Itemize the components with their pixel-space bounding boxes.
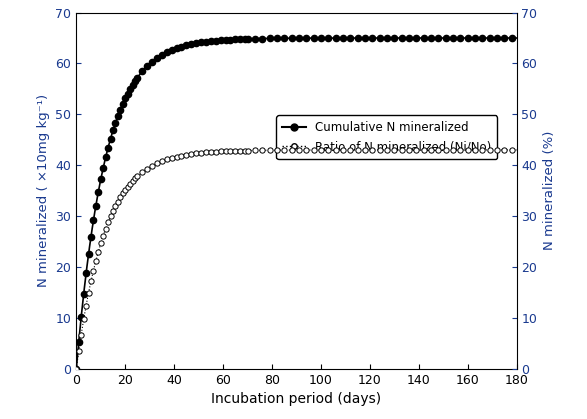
Cumulative N mineralized bbox=[508, 36, 515, 41]
Cumulative N mineralized bbox=[134, 75, 141, 80]
Cumulative N mineralized bbox=[139, 69, 146, 74]
Ratio of N mineralized (Ni/No) bbox=[107, 214, 114, 219]
Ratio of N mineralized (Ni/No) bbox=[73, 366, 80, 371]
Ratio of N mineralized (Ni/No) bbox=[471, 147, 478, 153]
X-axis label: Incubation period (days): Incubation period (days) bbox=[211, 392, 382, 406]
Y-axis label: N mineralized ( ×10mg kg⁻¹): N mineralized ( ×10mg kg⁻¹) bbox=[37, 94, 50, 287]
Cumulative N mineralized bbox=[107, 136, 114, 141]
Y-axis label: N mineralized (%): N mineralized (%) bbox=[543, 131, 556, 250]
Ratio of N mineralized (Ni/No) bbox=[217, 149, 224, 154]
Line: Cumulative N mineralized: Cumulative N mineralized bbox=[73, 35, 515, 372]
Legend: Cumulative N mineralized, Ratio of N mineralized (Ni/No): Cumulative N mineralized, Ratio of N min… bbox=[276, 115, 497, 159]
Cumulative N mineralized bbox=[154, 55, 161, 60]
Ratio of N mineralized (Ni/No) bbox=[154, 160, 161, 166]
Cumulative N mineralized bbox=[217, 38, 224, 43]
Cumulative N mineralized bbox=[73, 366, 80, 371]
Ratio of N mineralized (Ni/No) bbox=[508, 147, 515, 153]
Line: Ratio of N mineralized (Ni/No): Ratio of N mineralized (Ni/No) bbox=[74, 147, 514, 371]
Ratio of N mineralized (Ni/No) bbox=[134, 173, 141, 178]
Ratio of N mineralized (Ni/No) bbox=[139, 169, 146, 174]
Cumulative N mineralized bbox=[471, 36, 478, 41]
